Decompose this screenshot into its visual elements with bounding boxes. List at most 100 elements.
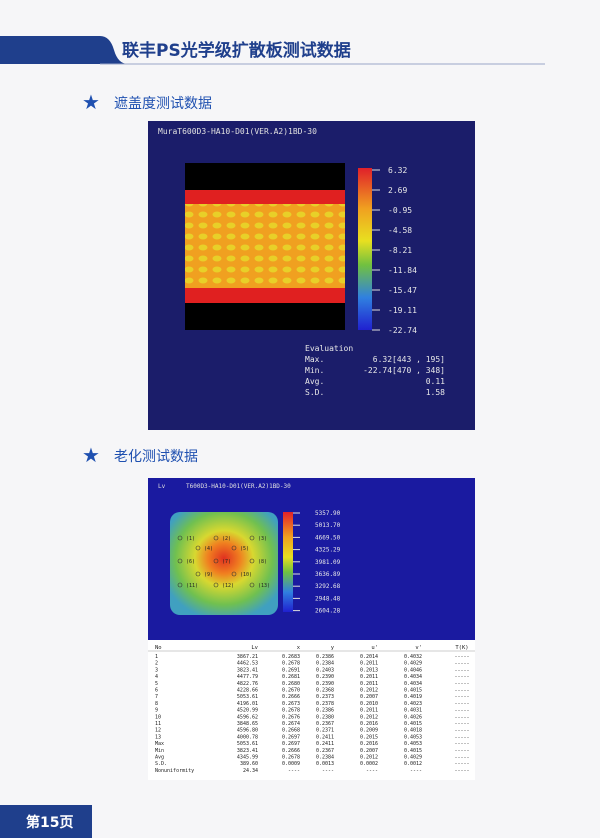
- table-cell: 4345.99: [237, 755, 258, 761]
- point-label: (9): [204, 572, 213, 578]
- table-cell: 0.0009: [282, 761, 300, 767]
- table-cell: 0.4034: [404, 674, 422, 680]
- table-cell: 3823.41: [237, 748, 258, 754]
- table-cell: ----: [288, 768, 300, 774]
- table-cell: Avg: [155, 755, 164, 761]
- table-cell: 0.4018: [404, 728, 422, 734]
- table-header: u': [371, 645, 378, 651]
- evaluation-value: 0.11: [426, 377, 445, 386]
- scale-label: 2948.48: [315, 595, 341, 602]
- table-cell: 0.4034: [404, 681, 422, 687]
- table-cell: -----: [454, 734, 469, 740]
- evaluation-value: -22.74[470 , 348]: [363, 366, 445, 375]
- table-cell: 0.2666: [282, 748, 300, 754]
- table-cell: 4596.80: [237, 728, 258, 734]
- table-cell: -----: [454, 768, 469, 774]
- table-cell: 0.4031: [404, 708, 422, 714]
- heatmap-edge: [185, 190, 345, 204]
- table-cell: 0.4046: [404, 667, 422, 673]
- table-cell: Min: [155, 748, 164, 754]
- table-cell: 5053.61: [237, 694, 258, 700]
- table-cell: 11: [155, 721, 161, 727]
- table-cell: 0.2009: [360, 728, 378, 734]
- table-cell: 0.2015: [360, 734, 378, 740]
- table-cell: 3848.65: [237, 721, 258, 727]
- table-cell: 0.2378: [316, 701, 334, 707]
- scale-label: 4669.50: [315, 534, 341, 541]
- table-cell: 4822.76: [237, 681, 258, 687]
- table-header: y: [331, 645, 335, 651]
- table-cell: Nonuniformity: [155, 768, 194, 774]
- scale-label: 2.69: [388, 186, 407, 195]
- table-cell: 0.2390: [316, 681, 334, 687]
- table-cell: 0.2390: [316, 674, 334, 680]
- table-cell: 0.4029: [404, 661, 422, 667]
- table-cell: 0.2012: [360, 755, 378, 761]
- point-label: (8): [258, 559, 267, 565]
- table-cell: 0.0012: [404, 761, 422, 767]
- point-label: (3): [258, 536, 267, 542]
- scale-label: 3292.68: [315, 583, 341, 590]
- table-cell: -----: [454, 667, 469, 673]
- measure-point: [249, 558, 255, 564]
- table-cell: 6: [155, 688, 158, 694]
- table-cell: 0.2683: [282, 654, 300, 660]
- table-header: Lv: [251, 645, 258, 651]
- section-title: 遮盖度测试数据: [114, 96, 212, 112]
- table-cell: -----: [454, 688, 469, 694]
- table-cell: 0.2012: [360, 714, 378, 720]
- table-cell: -----: [454, 748, 469, 754]
- table-header: No: [155, 645, 162, 651]
- point-label: (10): [240, 572, 252, 578]
- evaluation-title: Evaluation: [305, 344, 353, 353]
- measure-point: [177, 558, 183, 564]
- table-cell: S.D.: [155, 761, 167, 767]
- table-cell: 0.4032: [404, 654, 422, 660]
- table-cell: 0.2384: [316, 661, 334, 667]
- table-cell: ----: [322, 768, 334, 774]
- star-icon: ★: [82, 443, 100, 467]
- header-title: 联丰PS光学级扩散板测试数据: [122, 40, 351, 61]
- scale-label: -11.84: [388, 266, 417, 275]
- measure-point: [213, 535, 219, 541]
- table-cell: 0.2373: [316, 694, 334, 700]
- table-cell: 0.2668: [282, 728, 300, 734]
- table-cell: -----: [454, 728, 469, 734]
- table-cell: 0.2010: [360, 701, 378, 707]
- table-cell: -----: [454, 714, 469, 720]
- table-cell: 3: [155, 667, 158, 673]
- measure-point: [231, 545, 237, 551]
- table-cell: 0.2386: [316, 708, 334, 714]
- measure-point: [213, 582, 219, 588]
- measure-point: [231, 571, 237, 577]
- image-title: T600D3-HA10-D01(VER.A2)1BD-30: [186, 483, 291, 490]
- table-cell: 0.2678: [282, 755, 300, 761]
- point-label: (6): [186, 559, 195, 565]
- scale-label: 2604.28: [315, 608, 341, 615]
- table-cell: 4: [155, 674, 158, 680]
- table-cell: 0.2697: [282, 741, 300, 747]
- table-cell: 0.4053: [404, 741, 422, 747]
- table-cell: 5: [155, 681, 158, 687]
- point-label: (4): [204, 546, 213, 552]
- table-header: x: [297, 645, 301, 651]
- table-cell: 0.2368: [316, 688, 334, 694]
- table-cell: 0.2670: [282, 688, 300, 694]
- scale-label: -19.11: [388, 306, 417, 315]
- table-cell: -----: [454, 694, 469, 700]
- evaluation-key: Avg.: [305, 377, 324, 386]
- table-bg: [148, 640, 475, 780]
- table-cell: 0.4019: [404, 694, 422, 700]
- table-cell: -----: [454, 708, 469, 714]
- table-cell: 0.2411: [316, 741, 334, 747]
- table-cell: 4477.79: [237, 674, 258, 680]
- table-cell: 4596.62: [237, 714, 258, 720]
- table-cell: 0.2678: [282, 661, 300, 667]
- table-cell: 0.4029: [404, 755, 422, 761]
- evaluation-key: Min.: [305, 366, 324, 375]
- point-label: (7): [222, 559, 231, 565]
- point-label: (12): [222, 583, 234, 589]
- table-cell: -----: [454, 721, 469, 727]
